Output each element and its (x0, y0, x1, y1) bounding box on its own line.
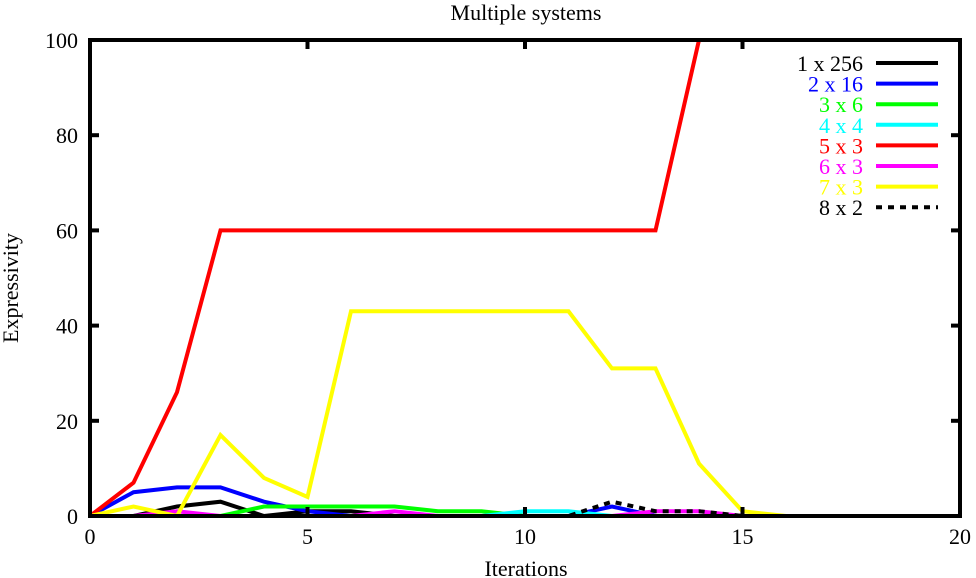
y-tick-label: 0 (67, 504, 78, 529)
y-tick-label: 60 (56, 218, 78, 243)
plot-frame (88, 38, 962, 518)
y-tick-label: 20 (56, 409, 78, 434)
x-tick-label: 5 (302, 524, 313, 549)
legend-label: 8 x 2 (819, 195, 863, 220)
legend-label: 2 x 16 (808, 72, 863, 97)
x-tick-label: 15 (732, 524, 754, 549)
y-tick-label: 100 (45, 28, 78, 53)
series-line-7 (89, 309, 960, 519)
legend-label: 7 x 3 (819, 175, 863, 200)
y-tick-label: 80 (56, 123, 78, 148)
chart-title: Multiple systems (451, 0, 602, 25)
legend-label: 4 x 4 (819, 113, 863, 138)
y-axis-label: Expressivity (0, 233, 23, 343)
legend-label: 6 x 3 (819, 154, 863, 179)
x-tick-label: 0 (85, 524, 96, 549)
x-tick-label: 10 (514, 524, 536, 549)
x-axis-label: Iterations (484, 556, 567, 578)
legend-label: 3 x 6 (819, 92, 863, 117)
x-tick-label: 20 (949, 524, 971, 549)
legend-label: 5 x 3 (819, 133, 863, 158)
legend-label: 1 x 256 (797, 51, 863, 76)
y-tick-label: 40 (56, 314, 78, 339)
